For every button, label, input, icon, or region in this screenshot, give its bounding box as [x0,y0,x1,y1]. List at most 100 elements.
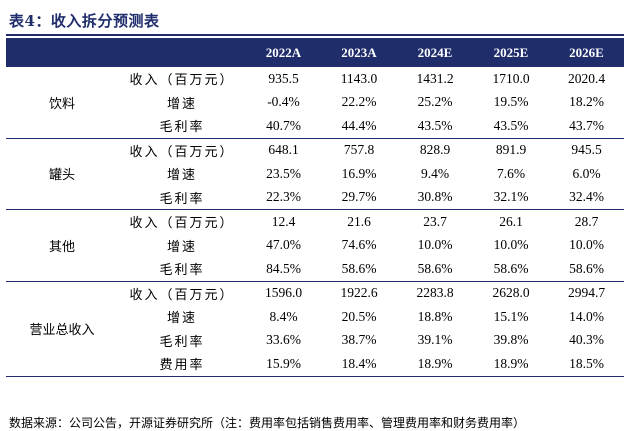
table-row: 罐头 收入（百万元） 648.1 757.8 828.9 891.9 945.5 [6,138,624,210]
cell: 2020.4 [567,70,606,86]
cell: 58.6% [473,257,549,282]
cell: 43.5% [473,114,549,139]
table-row: 营业总收入 收入（百万元） 1596.0 1922.6 2283.8 2628.… [6,281,624,377]
cell: 1431.2 [416,70,454,86]
cell: 648.1 [268,142,299,158]
table-title: 表4：收入拆分预测表 [9,12,160,30]
cell: 10.0% [493,237,529,253]
cell: 40.7% [246,114,321,139]
cell: 28.7 [574,213,599,229]
cell: 2994.7 [567,285,606,301]
group-label: 罐头 [6,138,118,210]
cell: 39.8% [493,332,529,348]
cell: 7.6% [496,165,526,181]
cell: 828.9 [419,142,451,158]
header-2022a: 2022A [246,38,321,67]
cell: 18.2% [569,94,604,110]
cell: 8.4% [269,308,298,324]
cell: 32.4% [549,185,624,210]
cell: 30.8% [397,185,473,210]
cell: 18.4% [321,352,397,377]
cell: 47.0% [266,237,301,253]
group-label: 饮料 [6,67,118,139]
cell: 20.5% [341,308,377,324]
cell: 44.4% [321,114,397,139]
table-row: 毛利率 84.5% 58.6% 58.6% 58.6% 58.6% [6,257,624,282]
cell: 58.6% [397,257,473,282]
revenue-forecast-table: 2022A 2023A 2024E 2025E 2026E 饮料 收入（百万元）… [6,38,624,377]
header-blank-1 [6,38,118,67]
cell: 2283.8 [416,285,454,301]
cell: 2628.0 [492,285,530,301]
metric-label: 收入（百万元） [129,144,235,160]
cell: 58.6% [321,257,397,282]
cell: 19.5% [493,94,529,110]
cell: 12.4 [271,213,296,229]
header-row: 2022A 2023A 2024E 2025E 2026E [6,38,624,67]
table-row: 增速 -0.4% 22.2% 25.2% 19.5% 18.2% [6,91,624,115]
metric-label: 增速 [166,239,197,255]
cell: 23.5% [266,165,301,181]
header-2023a: 2023A [321,38,397,67]
cell: 15.1% [493,308,529,324]
header-2024e: 2024E [397,38,473,67]
metric-label: 收入（百万元） [129,287,235,303]
cell: 38.7% [341,332,377,348]
cell: 29.7% [321,185,397,210]
cell: 23.7 [423,213,447,229]
metric-label: 毛利率 [118,185,246,210]
cell: 74.6% [341,237,377,253]
cell: 32.1% [473,185,549,210]
table-row: 毛利率 33.6% 38.7% 39.1% 39.8% 40.3% [6,329,624,353]
table-row: 增速 47.0% 74.6% 10.0% 10.0% 10.0% [6,234,624,258]
cell: 25.2% [417,94,453,110]
cell: 935.5 [268,70,299,86]
cell: 6.0% [572,165,601,181]
cell: 40.3% [569,332,604,348]
table-row: 增速 23.5% 16.9% 9.4% 7.6% 6.0% [6,162,624,186]
cell: 21.6 [347,213,371,229]
cell: 84.5% [246,257,321,282]
cell: 1922.6 [340,285,378,301]
metric-label: 收入（百万元） [129,73,235,89]
cell: 18.5% [549,352,624,377]
metric-label: 毛利率 [118,114,246,139]
cell: 15.9% [246,352,321,377]
cell: 1710.0 [492,70,530,86]
metric-label: 增速 [166,168,197,184]
table-row: 费用率 15.9% 18.4% 18.9% 18.9% 18.5% [6,352,624,377]
cell: 58.6% [549,257,624,282]
header-2025e: 2025E [473,38,549,67]
cell: 43.5% [397,114,473,139]
header-2026e: 2026E [549,38,624,67]
cell: 9.4% [420,165,450,181]
table-row: 增速 8.4% 20.5% 18.8% 15.1% 14.0% [6,305,624,329]
group-label: 营业总收入 [6,281,118,377]
cell: 1143.0 [340,70,378,86]
header-blank-2 [118,38,246,67]
table-row: 其他 收入（百万元） 12.4 21.6 23.7 26.1 28.7 [6,209,624,282]
cell: 14.0% [569,308,604,324]
metric-label: 收入（百万元） [129,216,235,232]
cell: 18.9% [397,352,473,377]
cell: 757.8 [343,142,375,158]
cell: 39.1% [417,332,453,348]
cell: 22.2% [341,94,377,110]
metric-label: 费用率 [118,352,246,377]
cell: 10.0% [569,237,604,253]
table-row: 饮料 收入（百万元） 935.5 1143.0 1431.2 1710.0 20… [6,67,624,139]
cell: 26.1 [499,213,523,229]
metric-label: 毛利率 [159,334,205,350]
cell: 33.6% [266,332,301,348]
source-note: 数据来源：公司公告，开源证券研究所（注：费用率包括销售费用率、管理费用率和财务费… [9,416,526,430]
cell: 945.5 [571,142,602,158]
cell: -0.4% [267,94,300,110]
metric-label: 增速 [166,96,197,112]
group-label: 其他 [6,209,118,282]
cell: 1596.0 [264,285,303,301]
cell: 18.8% [417,308,453,324]
cell: 16.9% [341,165,377,181]
table-row: 毛利率 40.7% 44.4% 43.5% 43.5% 43.7% [6,114,624,139]
cell: 891.9 [495,142,527,158]
metric-label: 增速 [166,311,197,327]
